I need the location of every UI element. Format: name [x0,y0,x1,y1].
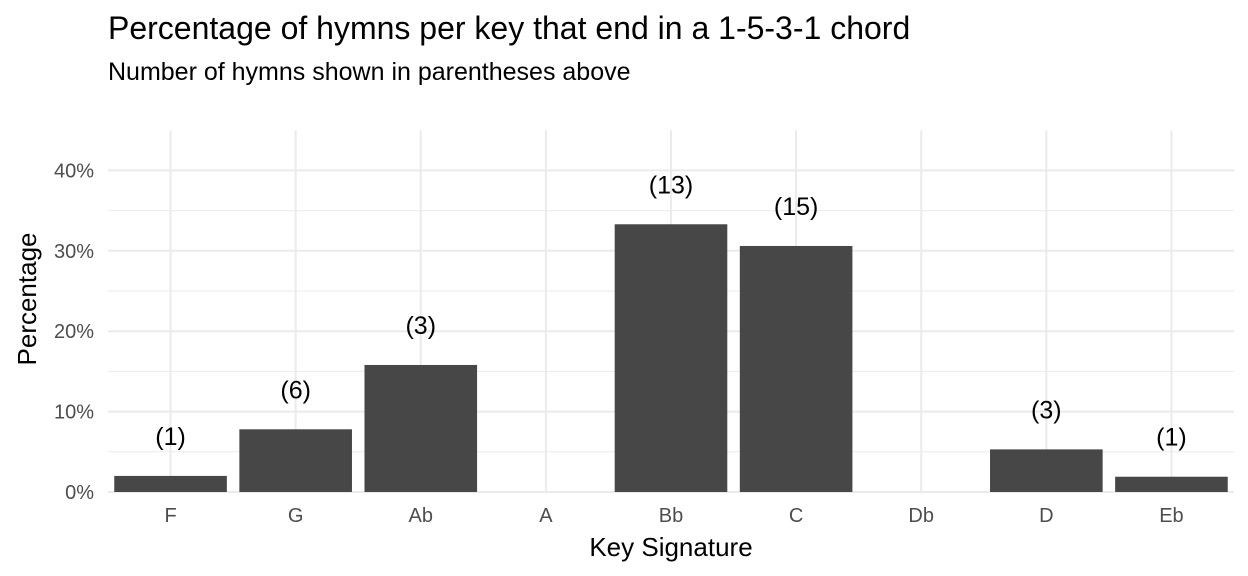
y-tick-label: 0% [65,482,94,504]
x-tick-label: Eb [1159,505,1183,527]
x-tick-label: C [789,505,803,527]
data-label: (3) [1031,396,1062,424]
y-tick-label: 30% [54,241,94,263]
x-tick-label: D [1039,505,1053,527]
x-axis-title: Key Signature [589,532,752,562]
x-tick-label: G [288,505,304,527]
bar-ab [364,364,478,492]
bar-g [239,429,352,492]
bar-d [990,449,1103,492]
x-tick-label: F [164,505,176,527]
chart-title: Percentage of hymns per key that end in … [108,10,911,46]
x-tick-label: A [539,505,553,527]
data-label: (3) [405,312,436,340]
data-label: (1) [1156,424,1187,452]
bar-f [114,475,227,492]
x-tick-label: Ab [409,505,433,527]
data-label: (6) [280,376,311,404]
x-tick-label: Bb [659,505,683,527]
data-labels: (1) (6) (3) (13) (15) (3) (1) [155,171,1186,451]
y-tick-label: 10% [54,402,94,424]
data-label: (15) [774,193,818,221]
y-tick-label: 40% [54,160,94,182]
bar-c [739,245,853,492]
bars [114,224,1228,492]
y-axis-title: Percentage [12,233,42,366]
bar-eb [1115,476,1228,492]
data-label: (1) [155,423,186,451]
x-axis-tick-labels: F G Ab A Bb C Db D Eb [164,505,1183,527]
x-tick-label: Db [908,505,934,527]
y-axis-tick-labels: 0% 10% 20% 30% 40% [54,160,94,504]
y-tick-label: 20% [54,321,94,343]
chart-subtitle: Number of hymns shown in parentheses abo… [108,58,631,86]
data-label: (13) [649,171,693,199]
bar-bb [614,224,728,492]
